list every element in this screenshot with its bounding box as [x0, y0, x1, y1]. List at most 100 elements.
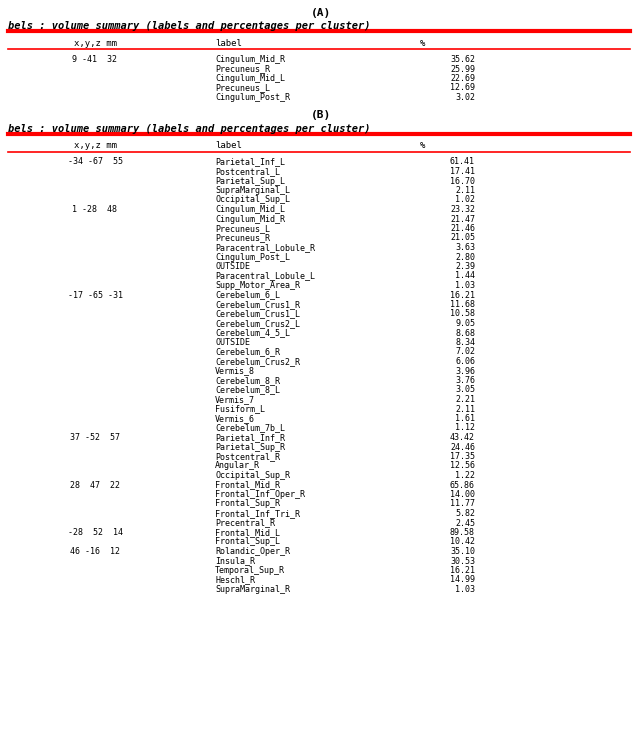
- Text: SupraMarginal_R: SupraMarginal_R: [215, 585, 290, 594]
- Text: label: label: [215, 141, 242, 150]
- Text: Vermis_7: Vermis_7: [215, 395, 255, 404]
- Text: 1 -28  48: 1 -28 48: [73, 205, 117, 214]
- Text: Occipital_Sup_R: Occipital_Sup_R: [215, 471, 290, 480]
- Text: 2.11: 2.11: [455, 404, 475, 414]
- Text: Cerebelum_8_R: Cerebelum_8_R: [215, 376, 280, 385]
- Text: Frontal_Mid_L: Frontal_Mid_L: [215, 528, 280, 537]
- Text: 2.11: 2.11: [455, 186, 475, 195]
- Text: Temporal_Sup_R: Temporal_Sup_R: [215, 566, 285, 575]
- Text: 1.22: 1.22: [455, 471, 475, 480]
- Text: Precentral_R: Precentral_R: [215, 519, 275, 528]
- Text: 30.53: 30.53: [450, 556, 475, 565]
- Text: 11.77: 11.77: [450, 500, 475, 509]
- Text: Cingulum_Mid_R: Cingulum_Mid_R: [215, 215, 285, 224]
- Text: Paracentral_Lobule_R: Paracentral_Lobule_R: [215, 243, 315, 252]
- Text: 17.35: 17.35: [450, 452, 475, 461]
- Text: SupraMarginal_L: SupraMarginal_L: [215, 186, 290, 195]
- Text: -28  52  14: -28 52 14: [67, 528, 123, 537]
- Text: 35.10: 35.10: [450, 547, 475, 556]
- Text: Cingulum_Mid_L: Cingulum_Mid_L: [215, 205, 285, 214]
- Text: 10.58: 10.58: [450, 309, 475, 318]
- Text: Parietal_Inf_L: Parietal_Inf_L: [215, 157, 285, 166]
- Text: 8.34: 8.34: [455, 338, 475, 347]
- Text: Frontal_Inf_Oper_R: Frontal_Inf_Oper_R: [215, 490, 305, 499]
- Text: 65.86: 65.86: [450, 481, 475, 489]
- Text: Heschl_R: Heschl_R: [215, 575, 255, 584]
- Text: 21.46: 21.46: [450, 224, 475, 233]
- Text: 2.39: 2.39: [455, 262, 475, 271]
- Text: 2.45: 2.45: [455, 519, 475, 528]
- Text: 61.41: 61.41: [450, 157, 475, 166]
- Text: 9.05: 9.05: [455, 319, 475, 328]
- Text: Parietal_Sup_L: Parietal_Sup_L: [215, 176, 285, 185]
- Text: Cerebelum_Crus2_R: Cerebelum_Crus2_R: [215, 357, 300, 366]
- Text: 37 -52  57: 37 -52 57: [70, 433, 120, 442]
- Text: 1.44: 1.44: [455, 271, 475, 280]
- Text: Occipital_Sup_L: Occipital_Sup_L: [215, 196, 290, 205]
- Text: Vermis_8: Vermis_8: [215, 367, 255, 376]
- Text: Cerebelum_7b_L: Cerebelum_7b_L: [215, 423, 285, 432]
- Text: Precuneus_L: Precuneus_L: [215, 224, 270, 233]
- Text: 89.58: 89.58: [450, 528, 475, 537]
- Text: Precuneus_L: Precuneus_L: [215, 83, 270, 92]
- Text: Paracentral_Lobule_L: Paracentral_Lobule_L: [215, 271, 315, 280]
- Text: Cerebelum_Crus1_L: Cerebelum_Crus1_L: [215, 309, 300, 318]
- Text: Angular_R: Angular_R: [215, 461, 260, 470]
- Text: 16.70: 16.70: [450, 176, 475, 185]
- Text: 3.05: 3.05: [455, 386, 475, 395]
- Text: OUTSIDE: OUTSIDE: [215, 262, 250, 271]
- Text: 16.21: 16.21: [450, 566, 475, 575]
- Text: Cerebelum_Crus2_L: Cerebelum_Crus2_L: [215, 319, 300, 328]
- Text: 24.46: 24.46: [450, 442, 475, 451]
- Text: 1.61: 1.61: [455, 414, 475, 423]
- Text: (A): (A): [311, 8, 331, 18]
- Text: -34 -67  55: -34 -67 55: [67, 157, 123, 166]
- Text: 23.32: 23.32: [450, 205, 475, 214]
- Text: 1.12: 1.12: [455, 423, 475, 432]
- Text: OUTSIDE: OUTSIDE: [215, 338, 250, 347]
- Text: Cerebelum_4_5_L: Cerebelum_4_5_L: [215, 329, 290, 337]
- Text: 21.05: 21.05: [450, 234, 475, 243]
- Text: Frontal_Sup_L: Frontal_Sup_L: [215, 538, 280, 547]
- Text: %: %: [420, 39, 426, 48]
- Text: 28  47  22: 28 47 22: [70, 481, 120, 489]
- Text: Frontal_Sup_R: Frontal_Sup_R: [215, 500, 280, 509]
- Text: 1.02: 1.02: [455, 196, 475, 205]
- Text: 12.56: 12.56: [450, 461, 475, 470]
- Text: 3.96: 3.96: [455, 367, 475, 376]
- Text: 16.21: 16.21: [450, 290, 475, 299]
- Text: 43.42: 43.42: [450, 433, 475, 442]
- Text: 8.68: 8.68: [455, 329, 475, 337]
- Text: Precuneus_R: Precuneus_R: [215, 234, 270, 243]
- Text: 1.03: 1.03: [455, 585, 475, 594]
- Text: 7.02: 7.02: [455, 348, 475, 357]
- Text: 14.99: 14.99: [450, 575, 475, 584]
- Text: -17 -65 -31: -17 -65 -31: [67, 290, 123, 299]
- Text: Postcentral_L: Postcentral_L: [215, 167, 280, 176]
- Text: Cerebelum_Crus1_R: Cerebelum_Crus1_R: [215, 300, 300, 309]
- Text: Frontal_Inf_Tri_R: Frontal_Inf_Tri_R: [215, 509, 300, 518]
- Text: 46 -16  12: 46 -16 12: [70, 547, 120, 556]
- Text: 3.76: 3.76: [455, 376, 475, 385]
- Text: 3.63: 3.63: [455, 243, 475, 252]
- Text: Parietal_Sup_R: Parietal_Sup_R: [215, 442, 285, 451]
- Text: Supp_Motor_Area_R: Supp_Motor_Area_R: [215, 281, 300, 290]
- Text: 6.06: 6.06: [455, 357, 475, 366]
- Text: 10.42: 10.42: [450, 538, 475, 547]
- Text: 3.02: 3.02: [455, 93, 475, 102]
- Text: Postcentral_R: Postcentral_R: [215, 452, 280, 461]
- Text: Fusiform_L: Fusiform_L: [215, 404, 265, 414]
- Text: Cingulum_Post_L: Cingulum_Post_L: [215, 253, 290, 262]
- Text: Vermis_6: Vermis_6: [215, 414, 255, 423]
- Text: 21.47: 21.47: [450, 215, 475, 224]
- Text: 2.80: 2.80: [455, 253, 475, 262]
- Text: x,y,z mm: x,y,z mm: [73, 141, 116, 150]
- Text: Frontal_Mid_R: Frontal_Mid_R: [215, 481, 280, 489]
- Text: Parietal_Inf_R: Parietal_Inf_R: [215, 433, 285, 442]
- Text: 17.41: 17.41: [450, 167, 475, 176]
- Text: Cingulum_Post_R: Cingulum_Post_R: [215, 93, 290, 102]
- Text: bels : volume summary (labels and percentages per cluster): bels : volume summary (labels and percen…: [8, 21, 370, 31]
- Text: 14.00: 14.00: [450, 490, 475, 499]
- Text: Cingulum_Mid_L: Cingulum_Mid_L: [215, 74, 285, 83]
- Text: x,y,z mm: x,y,z mm: [73, 39, 116, 48]
